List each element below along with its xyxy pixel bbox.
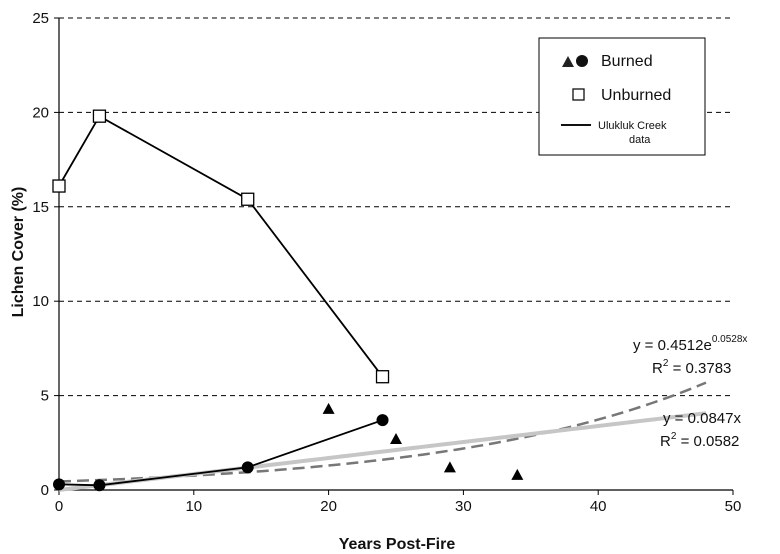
x-tick-label-40: 40 xyxy=(590,498,607,515)
legend-square-icon xyxy=(572,88,585,101)
x-tick-label-10: 10 xyxy=(185,498,202,515)
x-tick-label-20: 20 xyxy=(320,498,337,515)
linear-equation: y = 0.0847x xyxy=(663,410,741,427)
unburned-point-0 xyxy=(52,179,66,193)
trendline-equations: y = 0.4512e0.0528x R2 = 0.3783 y = 0.084… xyxy=(633,334,747,450)
y-tick-label-5: 5 xyxy=(41,388,49,405)
trendlines xyxy=(58,381,707,492)
burned-triangle-point-2 xyxy=(443,461,456,473)
tick-labels: 0 5 10 15 20 25 0 10 20 30 40 50 xyxy=(32,10,741,515)
legend-box xyxy=(538,37,706,156)
y-tick-label-10: 10 xyxy=(32,293,49,310)
data-points xyxy=(52,109,524,492)
unburned-point-1 xyxy=(92,109,107,123)
series-lines xyxy=(58,114,384,487)
burned-circle-point-2 xyxy=(241,461,254,474)
unburned-point-3 xyxy=(375,370,390,384)
y-tick-label-0: 0 xyxy=(41,482,49,499)
linear-r2: R2 = 0.0582 xyxy=(660,431,739,450)
exp-r2: R2 = 0.3783 xyxy=(652,358,731,377)
legend-circle-icon xyxy=(576,55,588,67)
legend-ulukluk-label: Ulukluk Creek xyxy=(598,120,667,132)
legend: Burned Unburned Ulukluk Creek data xyxy=(538,37,706,156)
legend-unburned-label: Unburned xyxy=(601,87,671,104)
burned-circle-point-1 xyxy=(93,479,106,492)
legend-triangle-icon xyxy=(562,56,574,67)
x-tick-label-50: 50 xyxy=(725,498,742,515)
burned-circle-point-0 xyxy=(53,478,65,491)
series-line-open-square xyxy=(58,114,384,378)
burned-circle-point-3 xyxy=(376,414,389,427)
y-tick-label-20: 20 xyxy=(32,104,49,121)
y-tick-label-25: 25 xyxy=(32,10,49,27)
x-axis-title: Years Post-Fire xyxy=(339,536,456,553)
x-tick-label-0: 0 xyxy=(55,498,63,515)
axes xyxy=(54,17,734,495)
y-axis-title: Lichen Cover (%) xyxy=(10,187,27,318)
unburned-point-2 xyxy=(241,192,255,206)
series-line-circle xyxy=(58,419,383,487)
exp-equation: y = 0.4512e0.0528x xyxy=(633,334,747,354)
legend-burned-label: Burned xyxy=(601,53,653,70)
burned-triangle-point-0 xyxy=(322,402,335,414)
y-tick-label-15: 15 xyxy=(32,199,49,216)
x-tick-label-30: 30 xyxy=(455,498,472,515)
legend-ulukluk-label-2: data xyxy=(629,134,651,146)
trendline-exponential xyxy=(58,381,707,483)
burned-triangle-point-3 xyxy=(511,468,524,480)
burned-triangle-point-1 xyxy=(390,433,402,445)
